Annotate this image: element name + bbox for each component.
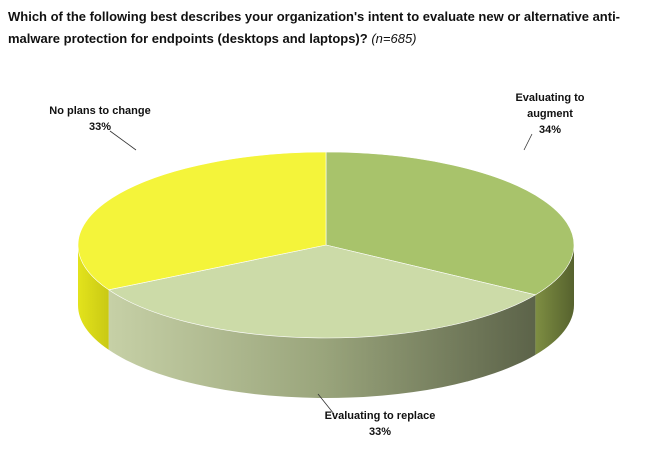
value-label: 33%	[368, 426, 392, 438]
slice	[107, 244, 537, 339]
slice-side	[108, 289, 536, 398]
slice	[325, 151, 575, 296]
slice	[77, 151, 327, 291]
chart-title: Which of the following best describes yo…	[8, 6, 648, 50]
slice-side	[78, 245, 109, 350]
value-label: 34%	[538, 124, 562, 136]
data-label: Evaluating to augment 34%	[505, 90, 595, 138]
value-label: 33%	[88, 121, 112, 133]
slice-side	[535, 245, 574, 355]
leader-line	[317, 393, 335, 415]
data-label: No plans to change 33%	[30, 103, 170, 135]
data-label: Evaluating to replace 33%	[300, 408, 460, 440]
category-label: Evaluating to augment	[515, 92, 585, 120]
category-label: No plans to change	[49, 105, 151, 117]
category-label: Evaluating to replace	[324, 410, 436, 422]
leader-line	[523, 133, 533, 151]
title-text: Which of the following best describes yo…	[8, 9, 621, 46]
subtitle: (n=685)	[371, 31, 417, 46]
leader-line	[109, 130, 137, 151]
